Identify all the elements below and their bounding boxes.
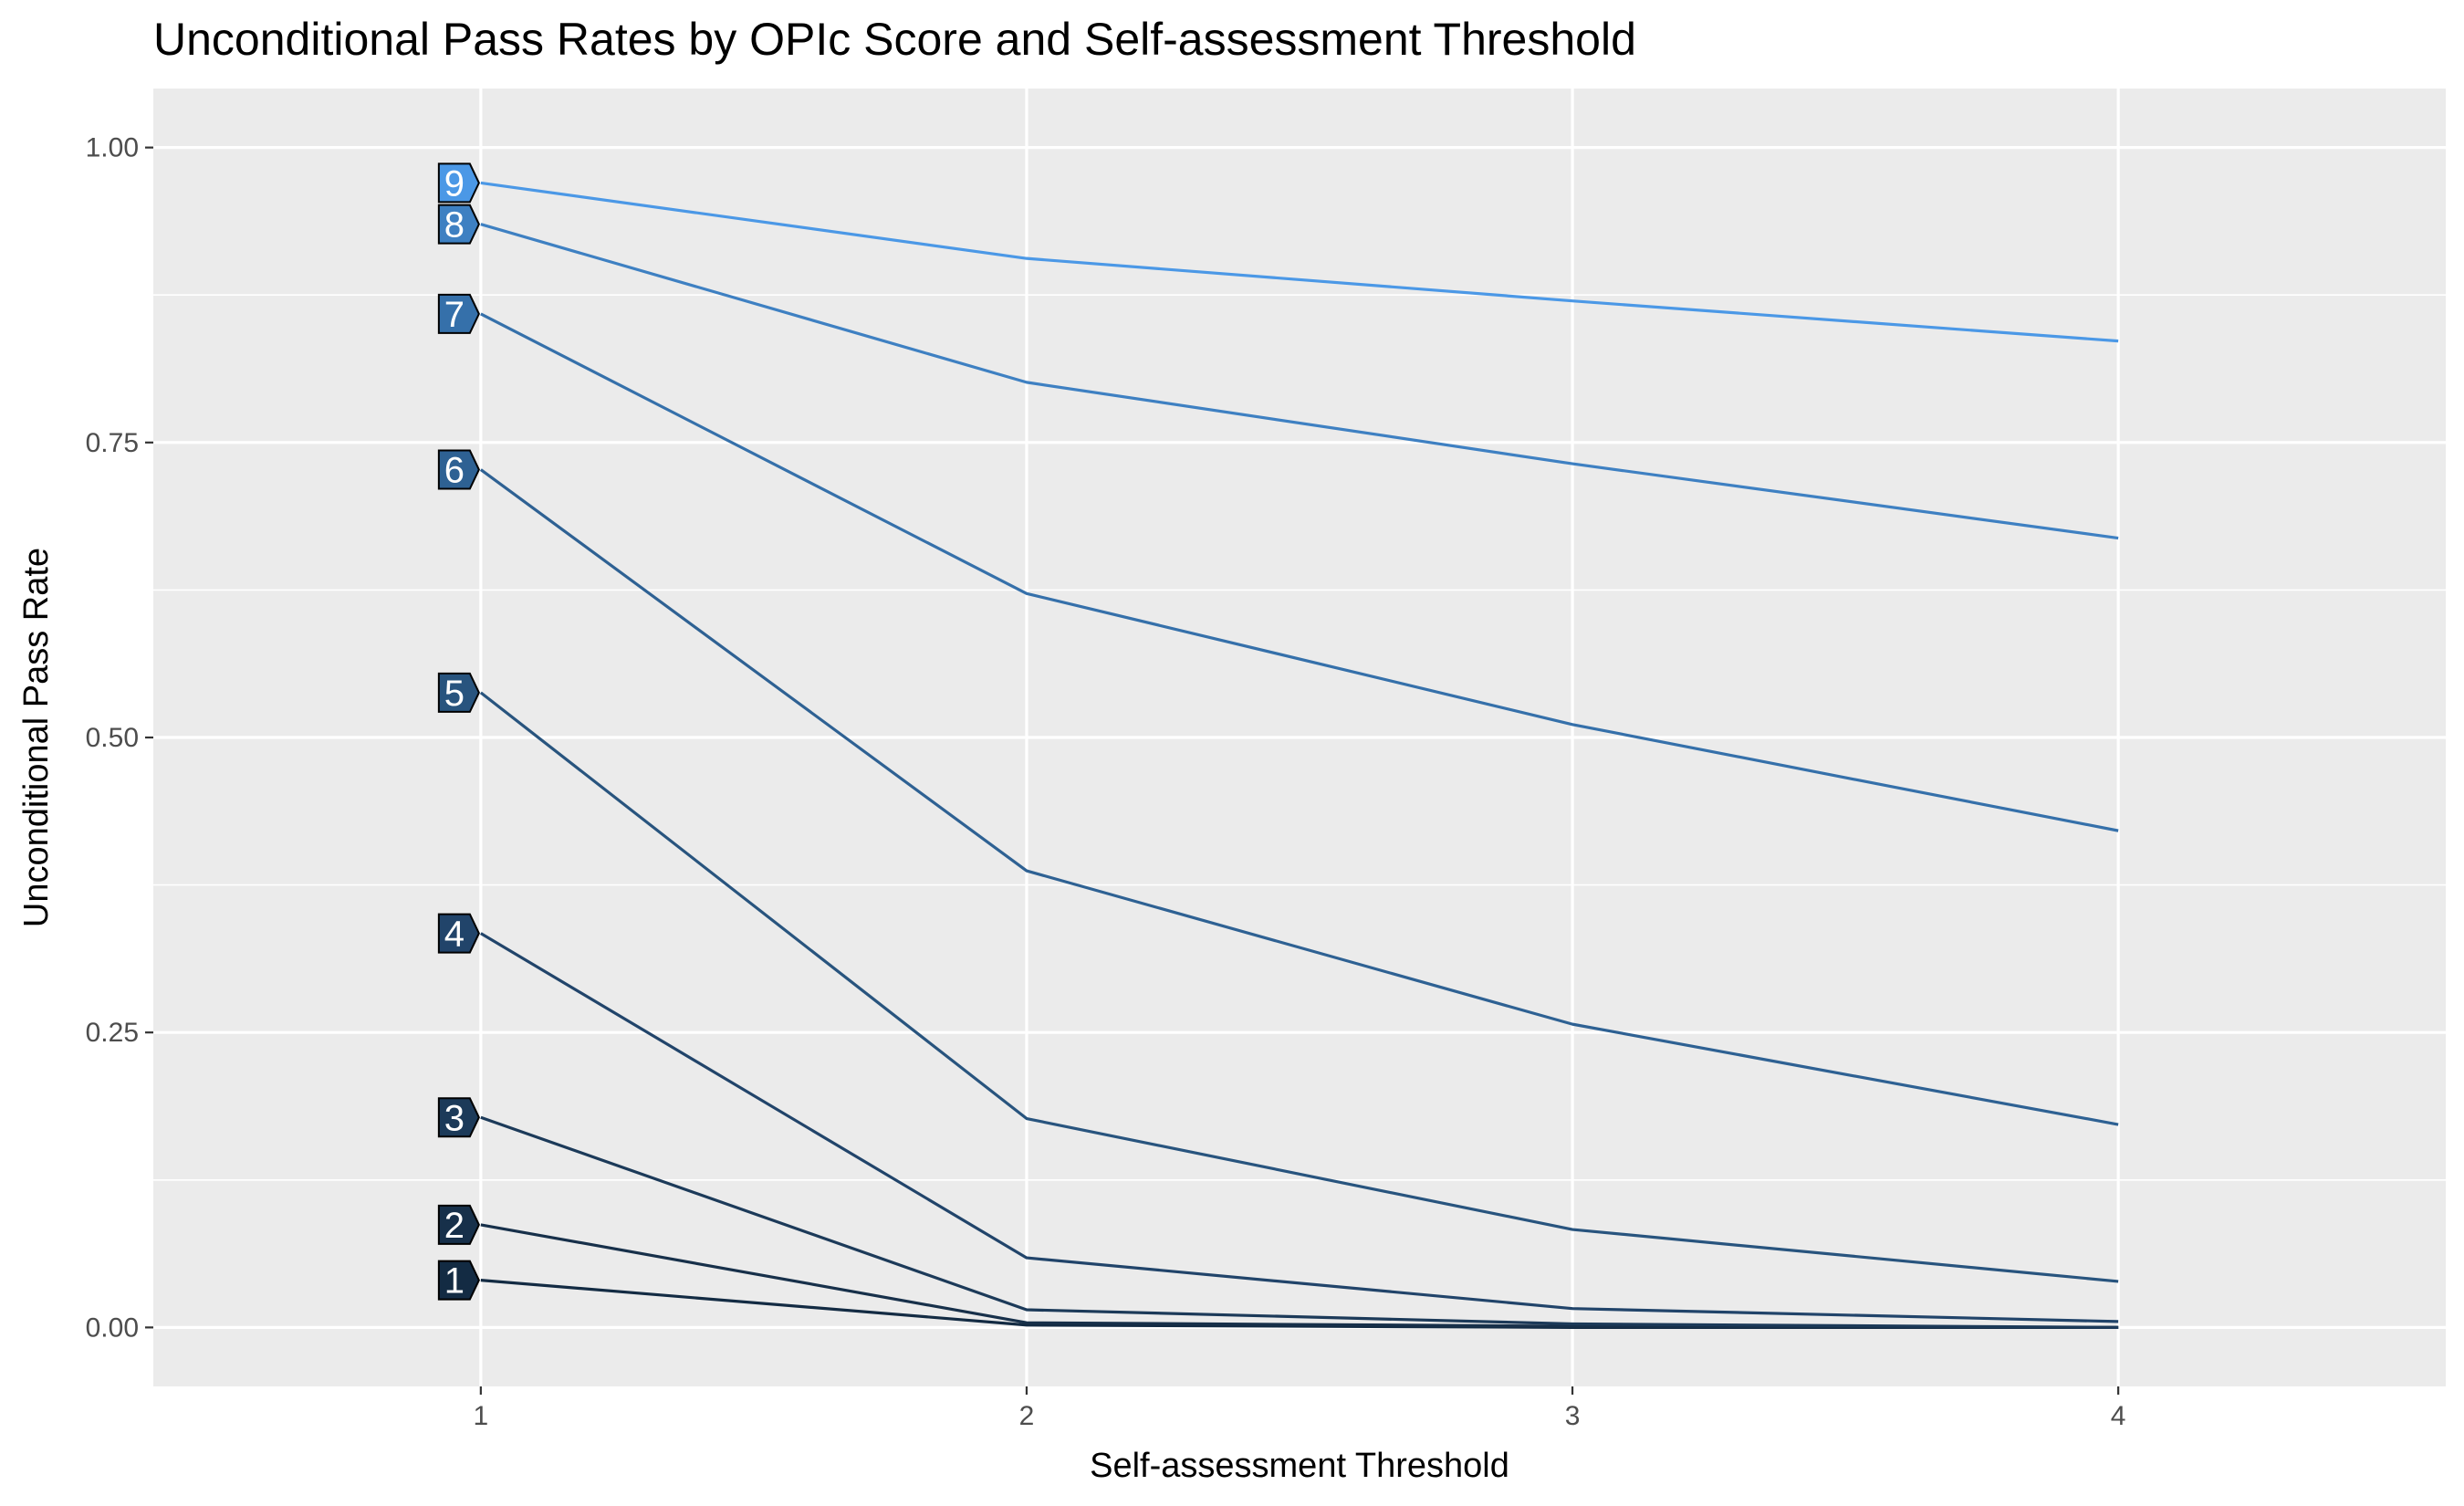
series-label-text: 7 — [444, 295, 465, 335]
series-label-8: 8 — [437, 204, 480, 246]
series-label-6: 6 — [437, 449, 480, 491]
x-axis-title: Self-assessment Threshold — [1090, 1447, 1509, 1485]
x-tick-label: 3 — [1565, 1401, 1581, 1431]
y-tick-label: 0.00 — [86, 1313, 139, 1343]
series-label-text: 1 — [444, 1261, 465, 1302]
y-tick-label: 1.00 — [86, 133, 139, 163]
series-label-text: 9 — [444, 163, 465, 204]
x-tick-label: 4 — [2111, 1401, 2126, 1431]
y-axis-title: Unconditional Pass Rate — [17, 548, 56, 927]
series-label-1: 1 — [437, 1260, 480, 1302]
series-line-5 — [479, 691, 2119, 1283]
series-label-text: 6 — [444, 451, 465, 491]
series-line-6 — [479, 468, 2119, 1126]
y-tick-label: 0.75 — [86, 428, 139, 458]
major-gridlines — [153, 89, 2446, 1386]
series-label-box — [437, 1260, 480, 1301]
series-line-4 — [480, 932, 2119, 1323]
series-label-5: 5 — [437, 672, 480, 714]
minor-gridlines — [153, 294, 2446, 1181]
series-label-7: 7 — [437, 293, 480, 335]
series-line-8 — [480, 223, 2119, 540]
series-label-3: 3 — [437, 1097, 480, 1138]
series-line-7 — [480, 312, 2119, 832]
x-tick-label: 2 — [1019, 1401, 1035, 1431]
series-label-9: 9 — [437, 162, 480, 204]
series-label-box — [437, 913, 480, 954]
series-label-text: 3 — [444, 1098, 465, 1138]
y-tick-label: 0.50 — [86, 723, 139, 753]
series-label-box — [437, 162, 480, 204]
series-label-box — [437, 449, 480, 490]
y-tick-label: 0.25 — [86, 1018, 139, 1048]
series-line-9 — [480, 181, 2119, 343]
series-label-box — [437, 1097, 480, 1138]
series-label-box — [437, 204, 480, 245]
series-line-3 — [480, 1115, 2119, 1329]
series-labels: 1 2 3 4 5 6 7 89 — [437, 162, 480, 1302]
series-label-box — [437, 672, 480, 713]
axis-ticks: 0.00 0.25 0.50 0.75 1.00 1 2 3 4 — [86, 133, 2126, 1431]
series-label-text: 8 — [444, 205, 465, 246]
series-label-text: 5 — [444, 674, 465, 714]
series-label-text: 4 — [444, 915, 465, 955]
series-label-box — [437, 1204, 480, 1245]
x-tick-label: 1 — [474, 1401, 489, 1431]
chart-title: Unconditional Pass Rates by OPIc Score a… — [153, 14, 1636, 65]
series-lines — [479, 181, 2119, 1329]
series-label-2: 2 — [437, 1204, 480, 1246]
series-label-text: 2 — [444, 1206, 465, 1246]
series-label-box — [437, 293, 480, 334]
series-label-4: 4 — [437, 913, 480, 955]
